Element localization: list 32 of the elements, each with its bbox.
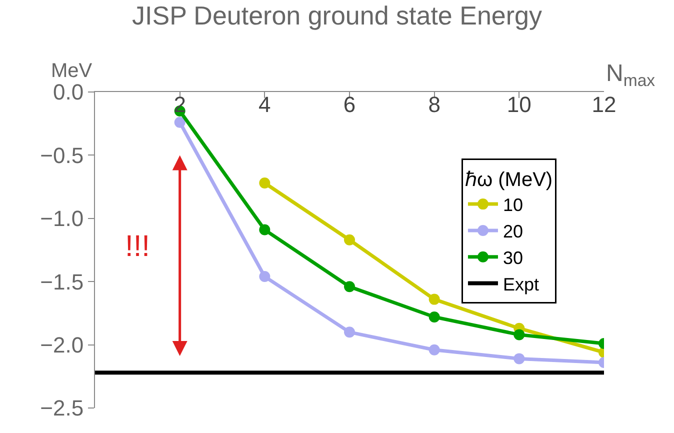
legend-label: 10	[502, 195, 524, 216]
y-tick-label: −1.5	[40, 269, 84, 294]
point	[428, 294, 440, 305]
annotation: !!!	[125, 230, 150, 263]
legend-title: ℏω (MeV)	[464, 168, 553, 191]
point	[428, 311, 440, 322]
point	[514, 329, 525, 340]
y-tick-label: −2.0	[40, 332, 84, 358]
legend-label: Expt	[502, 274, 540, 294]
legend-label: 20	[502, 221, 524, 242]
x-tick-label: 4	[258, 92, 271, 117]
y-axis-title: MeV	[51, 60, 93, 82]
x-tick-label: 10	[506, 92, 532, 117]
point	[344, 281, 355, 292]
x-tick-label: 8	[428, 92, 440, 117]
point	[259, 178, 270, 189]
point	[514, 353, 525, 364]
point	[428, 344, 440, 356]
point	[174, 116, 186, 128]
point	[259, 224, 270, 236]
y-tick-label: −0.5	[40, 142, 84, 168]
y-tick-label: 0.0	[53, 80, 84, 105]
x-axis-title: N$_{max}$	[606, 60, 656, 90]
point	[259, 271, 270, 282]
point	[344, 326, 355, 338]
point	[344, 234, 355, 246]
y-tick-label: −2.5	[40, 396, 84, 421]
x-tick-label: 6	[343, 92, 356, 117]
chart-title: JISP Deuteron ground state Energy	[132, 0, 542, 31]
legend-label: 30	[502, 248, 524, 268]
y-tick-label: −1.0	[40, 206, 84, 232]
x-tick-label: 12	[592, 92, 616, 117]
